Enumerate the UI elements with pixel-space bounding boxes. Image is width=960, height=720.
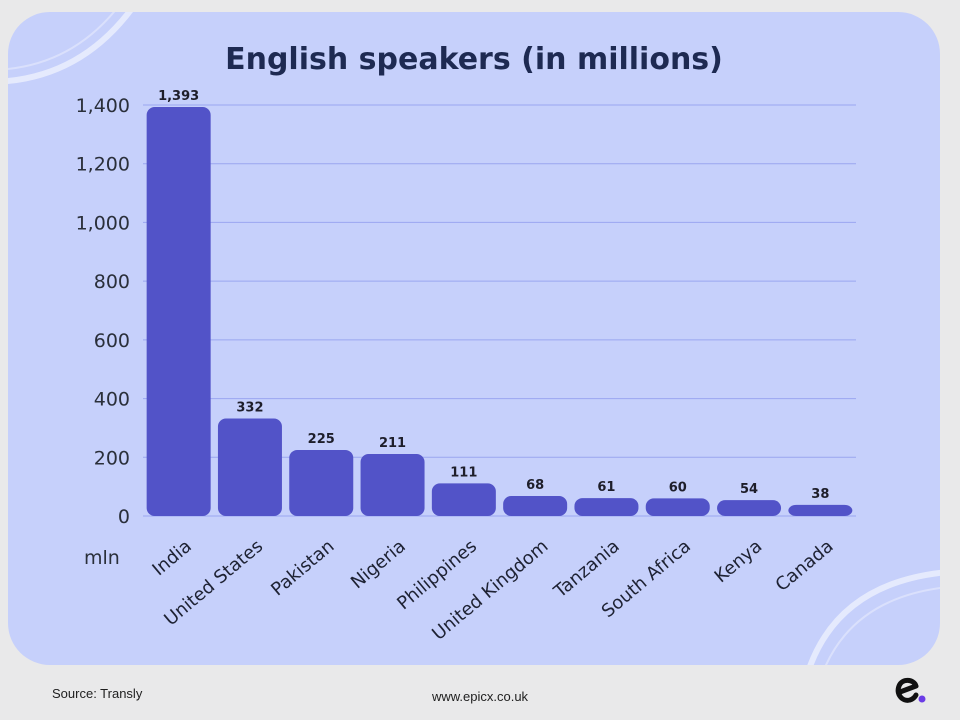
source-caption: Source: Transly: [52, 686, 143, 701]
bar: [503, 496, 568, 516]
y-tick-label: 1,000: [76, 212, 130, 234]
bar: [788, 504, 853, 516]
epicx-e-logo-icon: [892, 674, 928, 710]
data-label: 68: [526, 478, 544, 493]
bar: [717, 500, 782, 516]
website-link[interactable]: www.epicx.co.uk: [431, 689, 529, 704]
data-label: 1,393: [158, 89, 199, 104]
y-tick-label: 1,200: [76, 154, 130, 176]
bar: [289, 449, 354, 516]
y-tick-label: 800: [94, 271, 130, 293]
data-label: 225: [308, 432, 335, 447]
y-axis-unit-label: mln: [84, 547, 120, 569]
bar: [217, 418, 282, 516]
x-tick-label: Canada: [772, 536, 838, 596]
bar: [645, 498, 710, 516]
y-tick-label: 200: [94, 447, 130, 469]
y-axis-ticks: 0 200 400 600 800 1,000 1,200 1,400: [76, 95, 130, 528]
bar: [431, 483, 496, 516]
bar: [574, 498, 639, 516]
bar-chart: 0 200 400 600 800 1,000 1,200 1,400 1,393 332 225…: [8, 12, 940, 665]
y-tick-label: 0: [118, 506, 130, 528]
decorative-arcs-top-left: [8, 12, 133, 84]
y-tick-label: 400: [94, 389, 130, 411]
bar: [360, 454, 425, 516]
y-tick-label: 600: [94, 330, 130, 352]
data-label: 38: [811, 487, 829, 502]
x-tick-label: Nigeria: [347, 536, 410, 593]
chart-card: 0 200 400 600 800 1,000 1,200 1,400 1,393 332 225…: [8, 12, 940, 665]
data-label: 211: [379, 436, 406, 451]
data-label: 332: [236, 401, 263, 416]
data-label: 111: [450, 465, 477, 480]
decorative-arcs-bottom-right: [807, 569, 940, 665]
data-label: 54: [740, 482, 758, 497]
x-tick-label: India: [149, 536, 196, 580]
bars: [146, 107, 853, 517]
x-tick-label: Kenya: [711, 536, 767, 587]
data-label: 61: [597, 480, 615, 495]
chart-title: English speakers (in millions): [225, 42, 723, 77]
value-labels: 1,393 332 225 211 111 68 61 60 54 38: [158, 89, 829, 502]
bar: [146, 107, 211, 517]
x-tick-label: Pakistan: [267, 536, 338, 601]
y-tick-label: 1,400: [76, 95, 130, 117]
data-label: 60: [669, 480, 687, 495]
